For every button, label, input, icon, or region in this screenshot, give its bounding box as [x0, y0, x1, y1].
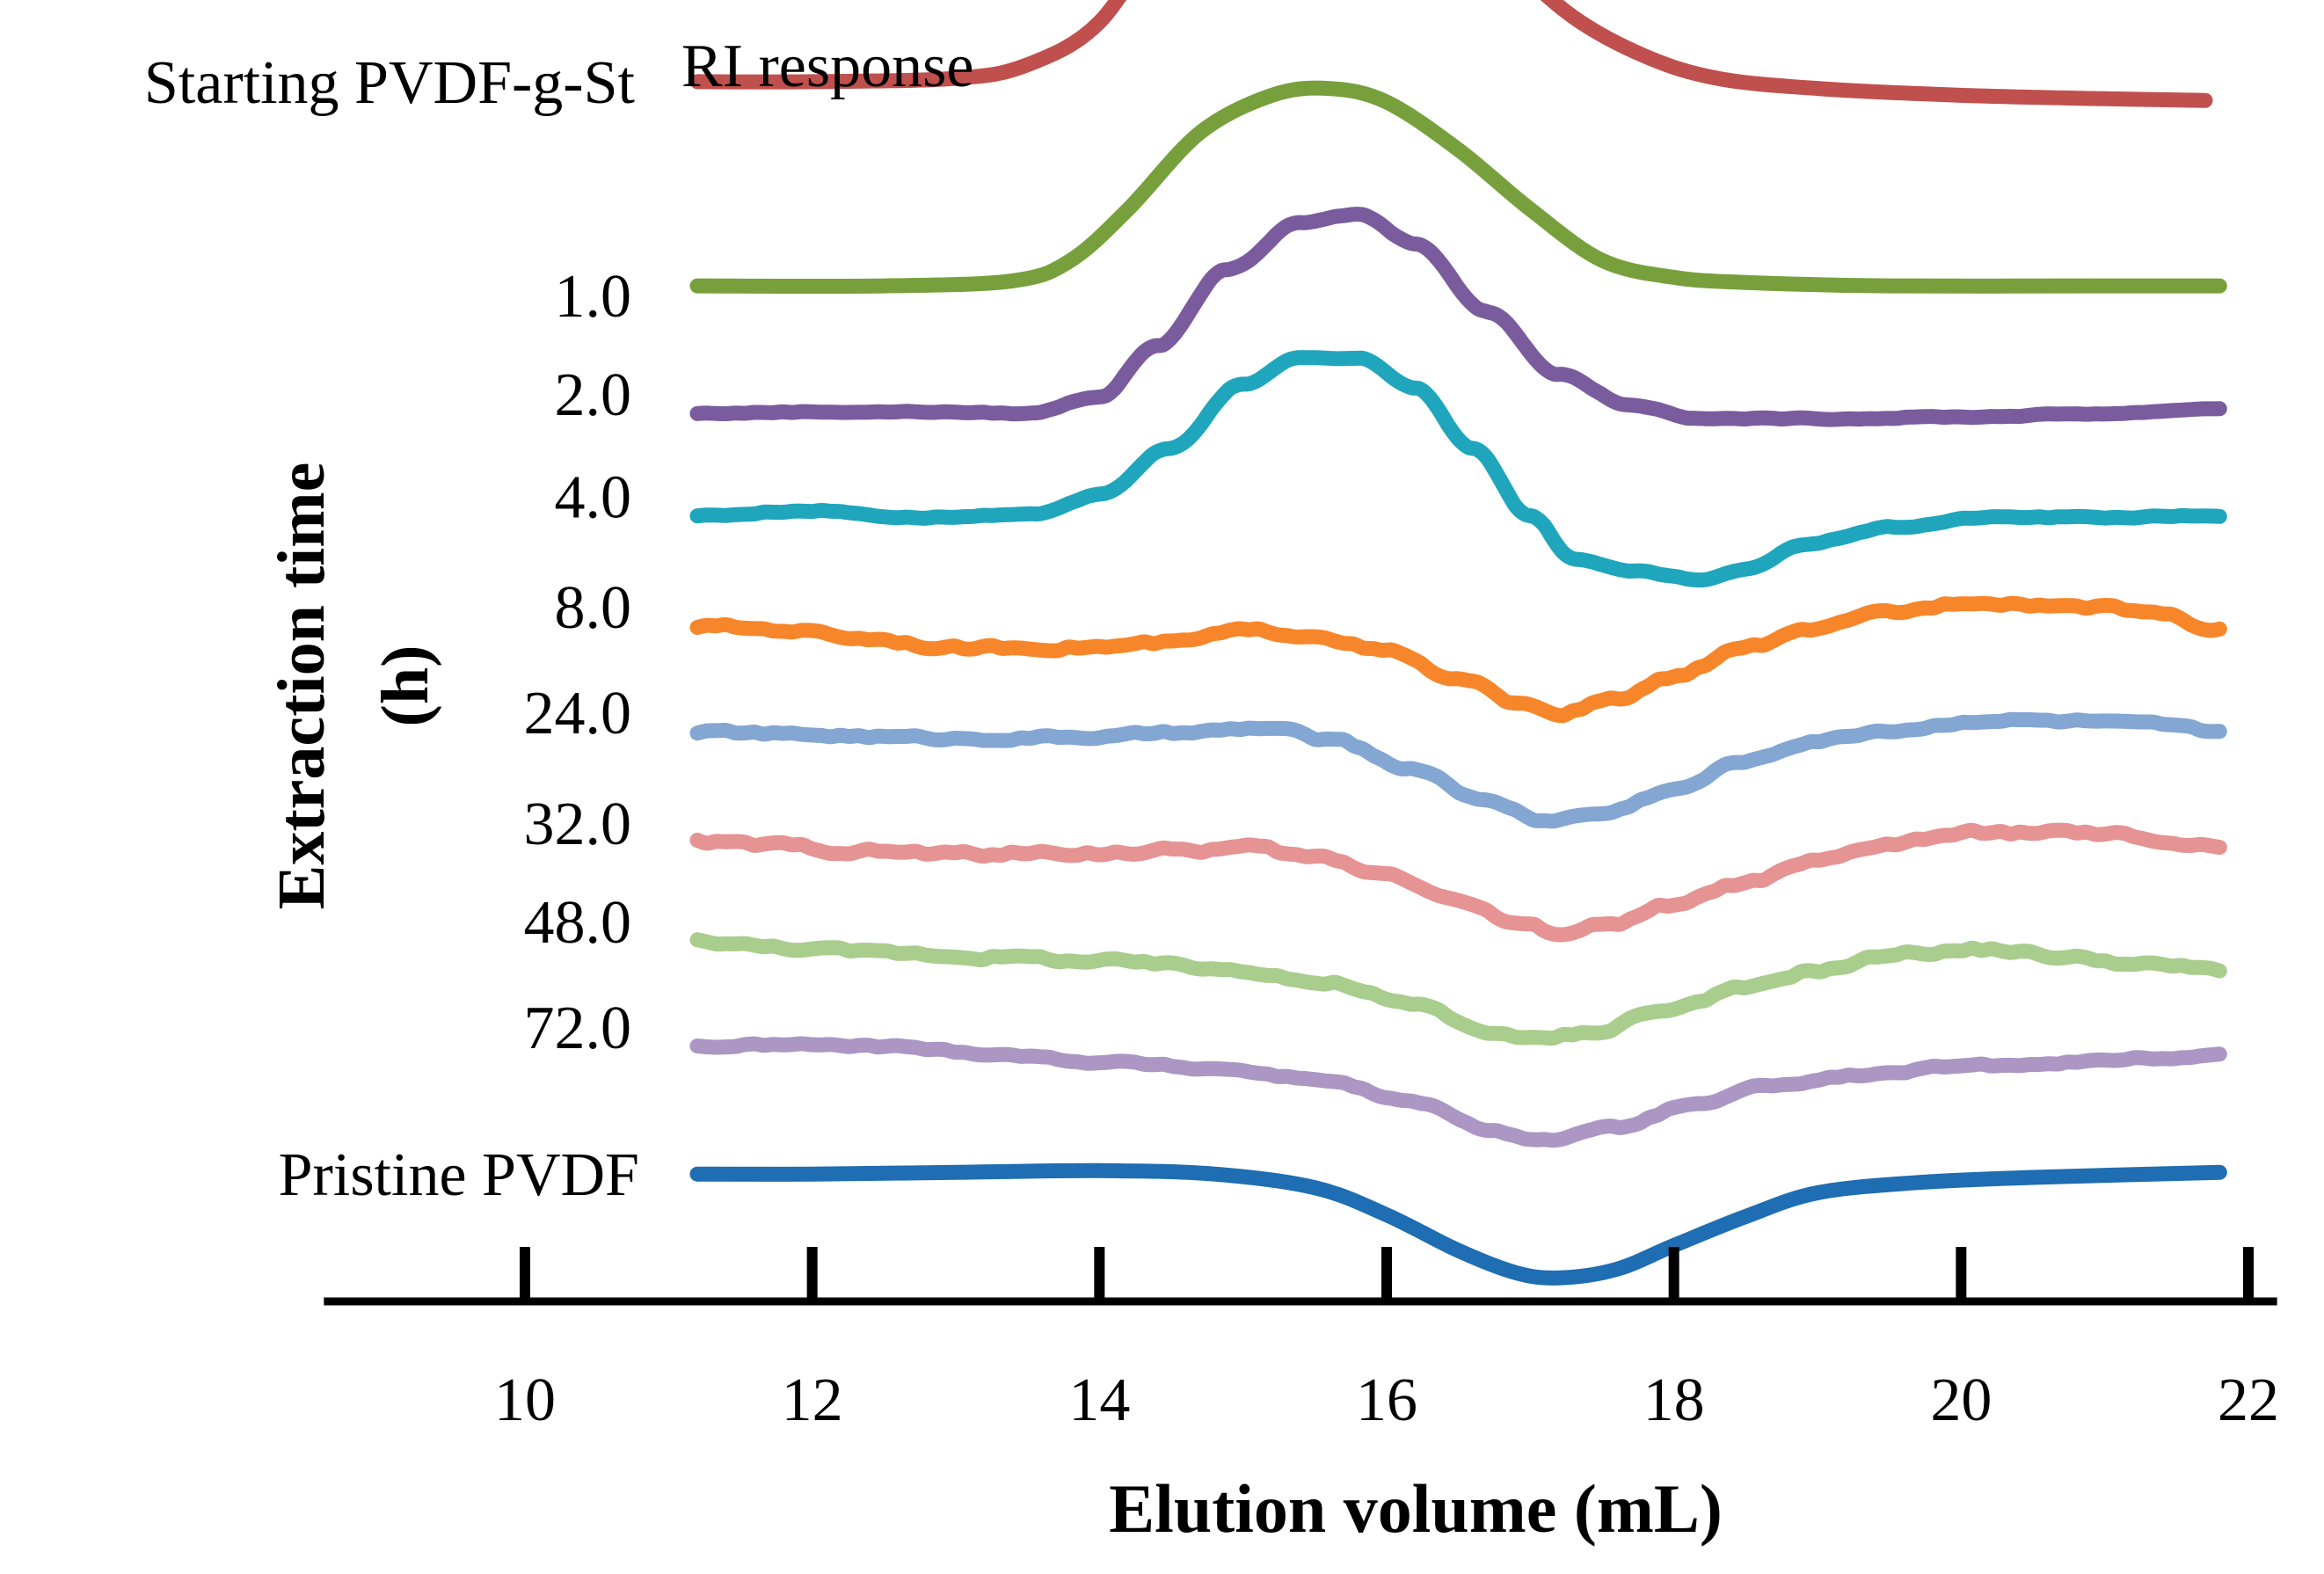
series-line-2-0 [689, 207, 2227, 427]
series-label-pristine-pvdf: Pristine PVDF [279, 1141, 639, 1209]
annotation-ri-response: RI response [681, 33, 973, 100]
y-axis-title-line2: (h) [368, 645, 442, 727]
series-line-starting-pvdf-g-st [689, 0, 2213, 108]
series-label-72-0: 72.0 [524, 995, 632, 1062]
series-line-1-0 [689, 80, 2227, 295]
series-label-24-0: 24.0 [524, 680, 632, 747]
series-label-2-0: 2.0 [555, 361, 632, 429]
x-tick-label-14: 14 [1068, 1366, 1130, 1434]
series-line-48-0 [689, 932, 2227, 1046]
series-label-32-0: 32.0 [524, 791, 632, 858]
series-line-24-0 [689, 711, 2227, 829]
x-tick-label-20: 20 [1930, 1366, 1992, 1434]
x-axis-title: Elution volume (mL) [1109, 1470, 1723, 1547]
series-label-1-0: 1.0 [555, 263, 632, 331]
series-label-8-0: 8.0 [555, 574, 632, 642]
series-line-4-0 [689, 350, 2227, 588]
series-labels: Starting PVDF-g-St 1.0 2.0 4.0 8.0 24.0 32.0 48… [144, 49, 639, 1209]
x-tick-label-16: 16 [1356, 1366, 1417, 1434]
x-axis-tick-labels: 10 12 14 16 18 20 22 [494, 1366, 2279, 1434]
series-curves [689, 0, 2227, 1286]
series-label-4-0: 4.0 [555, 463, 632, 531]
x-tick-label-18: 18 [1643, 1366, 1705, 1434]
series-line-32-0 [689, 822, 2227, 943]
y-axis-title: Extraction time (h) [265, 463, 442, 910]
x-tick-label-22: 22 [2218, 1366, 2279, 1434]
series-line-pristine-pvdf [689, 1162, 2227, 1286]
series-label-starting-pvdf-g-st: Starting PVDF-g-St [144, 49, 636, 117]
series-label-48-0: 48.0 [524, 889, 632, 957]
x-tick-label-12: 12 [782, 1366, 843, 1434]
series-line-72-0 [689, 1036, 2227, 1148]
y-axis-title-line1: Extraction time [265, 463, 339, 910]
x-axis-ticks [520, 1247, 2254, 1301]
x-tick-label-10: 10 [494, 1366, 556, 1434]
series-line-8-0 [689, 595, 2227, 724]
